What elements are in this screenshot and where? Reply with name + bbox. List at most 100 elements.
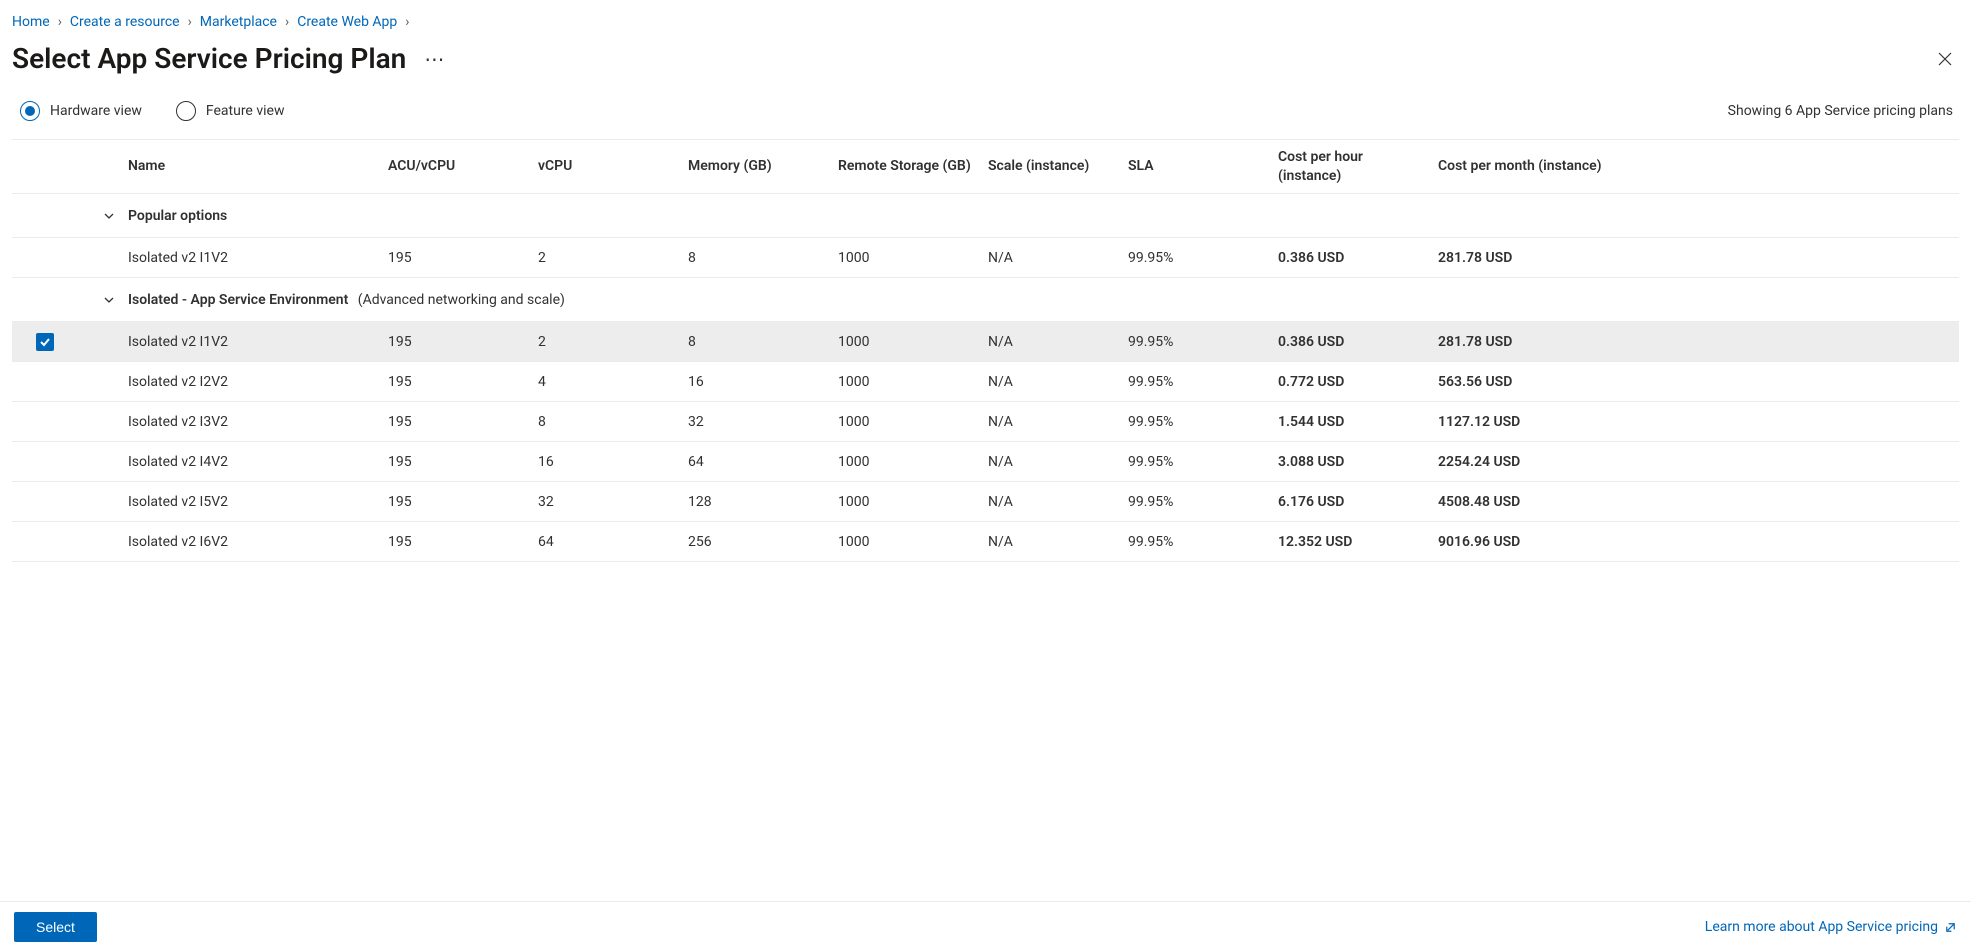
- radio-hardware-view[interactable]: Hardware view: [20, 101, 142, 121]
- cell-scale: N/A: [982, 326, 1122, 358]
- col-acu: ACU/vCPU: [382, 149, 532, 183]
- plan-count: Showing 6 App Service pricing plans: [1728, 103, 1959, 119]
- cell-cost-hr: 0.772 USD: [1272, 366, 1432, 398]
- group-header-popular[interactable]: Popular options: [12, 194, 1959, 238]
- table-row[interactable]: Isolated v2 I4V2 195 16 64 1000 N/A 99.9…: [12, 442, 1959, 482]
- cell-name: Isolated v2 I2V2: [122, 366, 382, 398]
- cell-cost-mo: 4508.48 USD: [1432, 486, 1959, 518]
- cell-cost-hr: 3.088 USD: [1272, 446, 1432, 478]
- cell-memory: 256: [682, 526, 832, 558]
- cell-sla: 99.95%: [1122, 242, 1272, 274]
- learn-more-label: Learn more about App Service pricing: [1705, 919, 1938, 935]
- cell-acu: 195: [382, 242, 532, 274]
- cell-cost-mo: 9016.96 USD: [1432, 526, 1959, 558]
- table-row[interactable]: Isolated v2 I1V2 195 2 8 1000 N/A 99.95%…: [12, 322, 1959, 362]
- cell-scale: N/A: [982, 446, 1122, 478]
- cell-name: Isolated v2 I3V2: [122, 406, 382, 438]
- breadcrumb-create-resource[interactable]: Create a resource: [70, 14, 180, 30]
- checkmark-icon[interactable]: [36, 333, 54, 351]
- breadcrumb: Home › Create a resource › Marketplace ›…: [12, 10, 1959, 38]
- cell-cost-mo: 1127.12 USD: [1432, 406, 1959, 438]
- cell-name: Isolated v2 I4V2: [122, 446, 382, 478]
- table-row[interactable]: Isolated v2 I6V2 195 64 256 1000 N/A 99.…: [12, 522, 1959, 562]
- group-header-isolated[interactable]: Isolated - App Service Environment (Adva…: [12, 278, 1959, 322]
- cell-acu: 195: [382, 366, 532, 398]
- cell-cost-hr: 0.386 USD: [1272, 326, 1432, 358]
- cell-vcpu: 4: [532, 366, 682, 398]
- cell-name: Isolated v2 I5V2: [122, 486, 382, 518]
- cell-cost-hr: 6.176 USD: [1272, 486, 1432, 518]
- more-icon[interactable]: ⋯: [420, 45, 448, 73]
- col-cost-hr: Cost per hour (instance): [1272, 140, 1432, 192]
- cell-vcpu: 32: [532, 486, 682, 518]
- cell-acu: 195: [382, 486, 532, 518]
- learn-more-link[interactable]: Learn more about App Service pricing: [1705, 919, 1957, 935]
- cell-scale: N/A: [982, 242, 1122, 274]
- cell-scale: N/A: [982, 406, 1122, 438]
- table-row[interactable]: Isolated v2 I2V2 195 4 16 1000 N/A 99.95…: [12, 362, 1959, 402]
- breadcrumb-marketplace[interactable]: Marketplace: [200, 14, 277, 30]
- radio-label: Hardware view: [50, 103, 142, 119]
- cell-cost-hr: 1.544 USD: [1272, 406, 1432, 438]
- chevron-right-icon: ›: [58, 14, 62, 30]
- chevron-down-icon: [102, 209, 116, 223]
- pricing-table: Name ACU/vCPU vCPU Memory (GB) Remote St…: [12, 139, 1959, 562]
- col-vcpu: vCPU: [532, 149, 682, 183]
- col-name: Name: [122, 149, 382, 183]
- cell-storage: 1000: [832, 406, 982, 438]
- cell-storage: 1000: [832, 242, 982, 274]
- radio-label: Feature view: [206, 103, 285, 119]
- cell-scale: N/A: [982, 486, 1122, 518]
- cell-sla: 99.95%: [1122, 486, 1272, 518]
- cell-storage: 1000: [832, 486, 982, 518]
- cell-vcpu: 2: [532, 326, 682, 358]
- col-storage: Remote Storage (GB): [832, 149, 982, 183]
- col-memory: Memory (GB): [682, 149, 832, 183]
- cell-sla: 99.95%: [1122, 366, 1272, 398]
- cell-cost-hr: 0.386 USD: [1272, 242, 1432, 274]
- external-link-icon: [1944, 921, 1957, 934]
- col-scale: Scale (instance): [982, 149, 1122, 183]
- cell-scale: N/A: [982, 526, 1122, 558]
- breadcrumb-create-web-app[interactable]: Create Web App: [297, 14, 397, 30]
- group-label: Popular options: [128, 208, 227, 224]
- cell-memory: 128: [682, 486, 832, 518]
- cell-storage: 1000: [832, 366, 982, 398]
- cell-vcpu: 2: [532, 242, 682, 274]
- cell-name: Isolated v2 I1V2: [122, 242, 382, 274]
- page-title: Select App Service Pricing Plan: [12, 42, 406, 75]
- group-sub: (Advanced networking and scale): [358, 292, 565, 308]
- cell-cost-mo: 563.56 USD: [1432, 366, 1959, 398]
- view-toggle: Hardware view Feature view: [20, 101, 284, 121]
- close-icon[interactable]: [1931, 45, 1959, 73]
- cell-vcpu: 8: [532, 406, 682, 438]
- radio-feature-view[interactable]: Feature view: [176, 101, 285, 121]
- select-button[interactable]: Select: [14, 912, 97, 942]
- cell-scale: N/A: [982, 366, 1122, 398]
- col-cost-mo: Cost per month (instance): [1432, 149, 1959, 183]
- cell-memory: 8: [682, 326, 832, 358]
- cell-sla: 99.95%: [1122, 446, 1272, 478]
- cell-cost-mo: 281.78 USD: [1432, 326, 1959, 358]
- cell-name: Isolated v2 I6V2: [122, 526, 382, 558]
- cell-storage: 1000: [832, 326, 982, 358]
- cell-sla: 99.95%: [1122, 406, 1272, 438]
- cell-memory: 16: [682, 366, 832, 398]
- cell-storage: 1000: [832, 446, 982, 478]
- footer-bar: Select Learn more about App Service pric…: [0, 901, 1971, 952]
- cell-memory: 64: [682, 446, 832, 478]
- table-header: Name ACU/vCPU vCPU Memory (GB) Remote St…: [12, 140, 1959, 194]
- breadcrumb-home[interactable]: Home: [12, 14, 50, 30]
- cell-acu: 195: [382, 446, 532, 478]
- cell-vcpu: 64: [532, 526, 682, 558]
- cell-sla: 99.95%: [1122, 526, 1272, 558]
- cell-memory: 8: [682, 242, 832, 274]
- table-row[interactable]: Isolated v2 I5V2 195 32 128 1000 N/A 99.…: [12, 482, 1959, 522]
- cell-sla: 99.95%: [1122, 326, 1272, 358]
- group-label: Isolated - App Service Environment: [128, 292, 348, 308]
- cell-acu: 195: [382, 406, 532, 438]
- table-row[interactable]: Isolated v2 I3V2 195 8 32 1000 N/A 99.95…: [12, 402, 1959, 442]
- cell-cost-mo: 281.78 USD: [1432, 242, 1959, 274]
- chevron-right-icon: ›: [285, 14, 289, 30]
- table-row[interactable]: Isolated v2 I1V2 195 2 8 1000 N/A 99.95%…: [12, 238, 1959, 278]
